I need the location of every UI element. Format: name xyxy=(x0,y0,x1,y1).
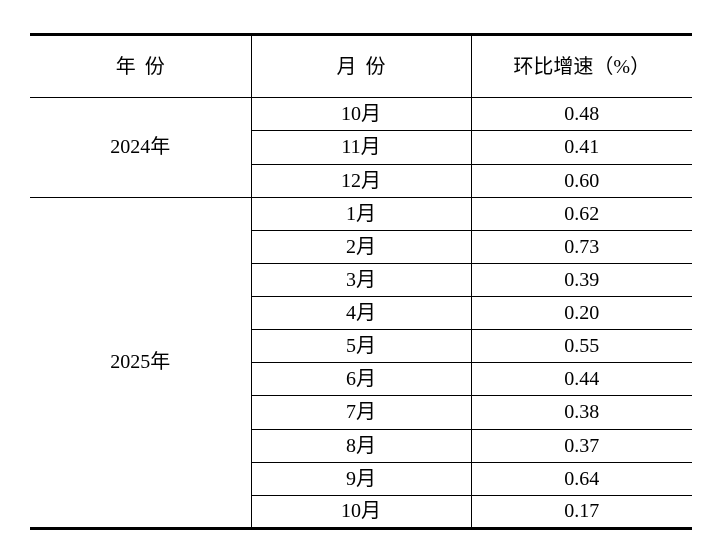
year-cell-2025: 2025年 xyxy=(30,196,252,530)
value-cell: 0.41 xyxy=(470,130,692,165)
month-cell: 7月 xyxy=(250,395,472,430)
value-cell: 0.38 xyxy=(470,395,692,430)
year-cell-2024: 2024年 xyxy=(30,97,252,198)
month-cell: 2月 xyxy=(250,229,472,264)
table-row: 11月 0.41 xyxy=(30,130,692,165)
value-cell: 0.17 xyxy=(470,494,692,530)
column-header-month: 月份 xyxy=(250,34,472,99)
value-cell: 0.62 xyxy=(470,196,692,231)
growth-rate-table: 年份 月份 环比增速（%） 2024年 10月 0.48 11月 0.41 12… xyxy=(30,33,692,530)
value-cell: 0.55 xyxy=(470,329,692,364)
month-cell: 10月 xyxy=(250,494,472,530)
month-cell: 6月 xyxy=(250,362,472,397)
value-cell: 0.64 xyxy=(470,461,692,496)
value-cell: 0.48 xyxy=(470,97,692,132)
table-row: 2025年 1月 0.62 xyxy=(30,196,692,530)
value-cell: 0.44 xyxy=(470,362,692,397)
month-cell: 8月 xyxy=(250,428,472,463)
table-row: 7月 0.38 xyxy=(30,395,692,430)
month-cell: 10月 xyxy=(250,97,472,132)
month-cell: 12月 xyxy=(250,163,472,198)
table-header-row: 年份 月份 环比增速（%） xyxy=(30,34,692,99)
value-cell: 0.20 xyxy=(470,295,692,331)
value-cell: 0.60 xyxy=(470,163,692,198)
value-cell: 0.39 xyxy=(470,262,692,298)
value-cell: 0.73 xyxy=(470,229,692,264)
table-row: 2024年 10月 0.48 xyxy=(30,97,692,198)
month-cell: 1月 xyxy=(250,196,472,231)
table-row: 6月 0.44 xyxy=(30,362,692,397)
table-row: 10月 0.17 xyxy=(30,494,692,530)
table-row: 2月 0.73 xyxy=(30,229,692,264)
table-row: 3月 0.39 xyxy=(30,262,692,298)
month-cell: 3月 xyxy=(250,262,472,298)
table-row: 9月 0.64 xyxy=(30,461,692,496)
table-row: 8月 0.37 xyxy=(30,428,692,463)
month-cell: 11月 xyxy=(250,130,472,165)
table-container: 年份 月份 环比增速（%） 2024年 10月 0.48 11月 0.41 12… xyxy=(30,33,692,530)
table-row: 4月 0.20 xyxy=(30,295,692,331)
value-cell: 0.37 xyxy=(470,428,692,463)
column-header-growth-rate: 环比增速（%） xyxy=(470,34,692,99)
month-cell: 5月 xyxy=(250,329,472,364)
month-cell: 4月 xyxy=(250,295,472,331)
month-cell: 9月 xyxy=(250,461,472,496)
column-header-year: 年份 xyxy=(30,34,252,99)
